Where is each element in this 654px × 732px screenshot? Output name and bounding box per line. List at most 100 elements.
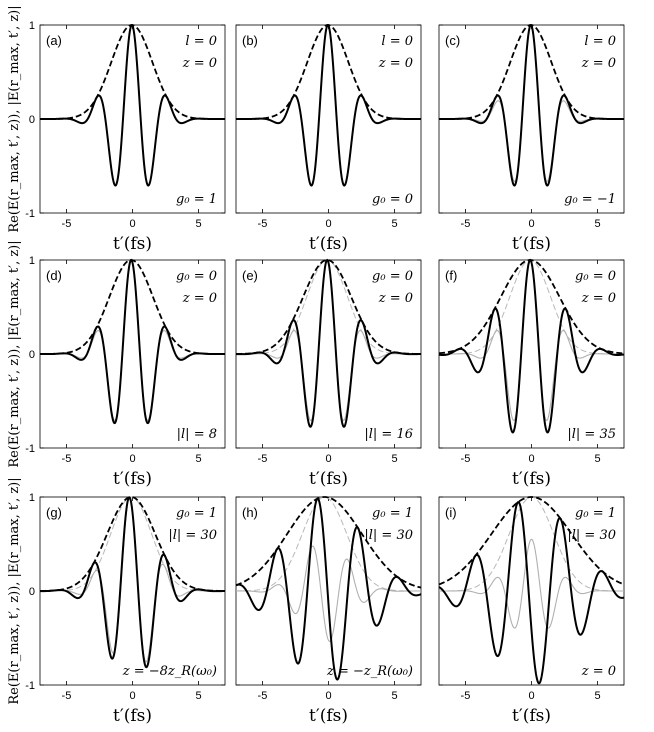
panel-e-anno-l: |l| = 16: [364, 427, 413, 442]
panel-a-anno-z: z = 0: [182, 56, 217, 71]
panel-d-anno-l: |l| = 8: [177, 427, 217, 442]
panel-d-xtick-label: -5: [62, 453, 72, 465]
panel-d-anno-z: z = 0: [182, 291, 217, 306]
panel-d-anno-g0: g₀ = 0: [176, 269, 217, 284]
panel-f-xlabel: t′(fs): [512, 469, 551, 489]
panel-e-anno-g0: g₀ = 0: [372, 269, 413, 284]
panel-i-envelope-series: [438, 496, 625, 586]
panel-b-anno-l: l = 0: [381, 34, 413, 49]
panel-c-anno-z: z = 0: [581, 56, 616, 71]
panel-b-xtick-label: 0: [325, 218, 331, 230]
panel-d-xlabel: t′(fs): [113, 469, 152, 489]
panel-g-xlabel: t′(fs): [113, 706, 152, 726]
panel-f-xtick-label: 0: [528, 453, 534, 465]
ylabel-row-3: Re(E(r_max, t′, z)), |E(r_max, t′, z)|: [7, 477, 22, 704]
panel-e-xtick-label: 0: [325, 453, 331, 465]
panel-f-envelope-series: [438, 259, 625, 355]
panel-e-xtick-label: 5: [392, 453, 398, 465]
ylabel-row-2: Re(E(r_max, t′, z)), |E(r_max, t′, z)|: [7, 240, 22, 467]
ylabel-row-1: Re(E(r_max, t′, z)), |E(r_max, t′, z)|: [7, 5, 22, 232]
panel-d-real-field-series: [39, 258, 225, 425]
panel-g-real-field-series: [40, 496, 225, 669]
panel-c-anno-g0: g₀ = −1: [564, 192, 616, 207]
panel-b-anno-z: z = 0: [378, 56, 413, 71]
panel-i-anno-g0: g₀ = 1: [575, 506, 616, 521]
panel-h-anno-z: z = −z_R(ω₀): [326, 664, 413, 679]
panel-i-xtick-label: 5: [595, 690, 601, 702]
panel-a-real-field-series: [40, 24, 225, 187]
panel-d-xtick-label: 5: [196, 453, 202, 465]
panel-c-label: (c): [445, 33, 460, 48]
panel-c-xtick-label: 0: [528, 218, 534, 230]
panel-b-xtick-label: 5: [392, 218, 398, 230]
panel-f-anno-g0: g₀ = 0: [575, 269, 616, 284]
panel-g-anno-g0: g₀ = 1: [176, 506, 217, 521]
panel-f-real-field-series: [438, 258, 625, 434]
panel-i-label: (i): [445, 505, 457, 520]
panel-e-real-field-series: [235, 258, 421, 428]
panel-a-label: (a): [46, 33, 62, 48]
panel-i-xlabel: t′(fs): [512, 706, 551, 726]
panel-h-label: (h): [242, 505, 258, 520]
panel-f-label: (f): [445, 268, 457, 283]
panel-b-envelope-series: [236, 24, 421, 120]
panel-g-anno-z: z = −8z_R(ω₀): [122, 664, 217, 679]
panel-i-xtick-label: 0: [528, 690, 534, 702]
panel-d-reference-series: [40, 259, 225, 422]
panel-d-label: (d): [46, 268, 62, 283]
panel-g-ytick-label: -1: [25, 680, 35, 692]
panel-a-reference-series: [40, 24, 225, 187]
panel-f-xtick-label: 5: [595, 453, 601, 465]
panel-g-ytick-label: 1: [29, 492, 35, 504]
panel-b-real-field-series: [236, 24, 421, 187]
panel-d-xtick-label: 0: [129, 453, 135, 465]
panel-a-xtick-label: -5: [62, 218, 72, 230]
panel-g-ytick-label: 0: [29, 586, 35, 598]
panel-f-reference-series: [439, 259, 624, 422]
panel-c-envelope-series: [439, 24, 624, 120]
panel-a-ytick-label: -1: [25, 208, 35, 220]
panel-c-xlabel: t′(fs): [512, 234, 551, 254]
panel-b-anno-g0: g₀ = 0: [372, 192, 413, 207]
panel-b-label: (b): [242, 33, 258, 48]
panel-h-xtick-label: 5: [392, 690, 398, 702]
panel-a-anno-l: l = 0: [185, 34, 217, 49]
panel-f-xtick-label: -5: [461, 453, 471, 465]
panel-e-envelope-series: [235, 259, 421, 355]
panel-i-anno-z: z = 0: [581, 664, 616, 679]
panel-f-anno-l: |l| = 35: [567, 427, 616, 442]
panel-i-xtick-label: -5: [461, 690, 471, 702]
panel-c-real-field-series: [439, 24, 624, 187]
panel-h-real-field-series: [235, 497, 422, 681]
panel-h-anno-g0: g₀ = 1: [372, 506, 413, 521]
panel-b-reference-series: [236, 24, 421, 187]
panel-e-xlabel: t′(fs): [309, 469, 348, 489]
panel-a-xlabel: t′(fs): [113, 234, 152, 254]
panel-d-ytick-label: -1: [25, 443, 35, 455]
panel-e-xtick-label: -5: [258, 453, 268, 465]
panel-g-xtick-label: -5: [62, 690, 72, 702]
panel-a-ytick-label: 1: [29, 20, 35, 32]
panel-h-xtick-label: 0: [325, 690, 331, 702]
panel-c-xtick-label: 5: [595, 218, 601, 230]
panel-d-ytick-label: 0: [29, 349, 35, 361]
panel-h-anno-l: |l| = 30: [364, 528, 413, 543]
panel-a-envelope-series: [40, 24, 225, 120]
panel-g-xtick-label: 0: [129, 690, 135, 702]
panel-g-anno-l: |l| = 30: [168, 528, 217, 543]
panel-a-anno-g0: g₀ = 1: [176, 192, 217, 207]
panel-d-envelope-series: [40, 259, 225, 355]
panel-c-xtick-label: -5: [461, 218, 471, 230]
panel-i-real-field-series: [438, 500, 625, 685]
panel-h-envelope-series: [235, 496, 422, 589]
panel-d-ytick-label: 1: [29, 255, 35, 267]
panel-a-ytick-label: 0: [29, 114, 35, 126]
panel-g-xtick-label: 5: [196, 690, 202, 702]
panel-i-anno-l: |l| = 30: [567, 528, 616, 543]
panel-e-reference-series: [236, 259, 421, 422]
panel-f-anno-z: z = 0: [581, 291, 616, 306]
panel-g-label: (g): [46, 505, 62, 520]
panel-c-anno-l: l = 0: [584, 34, 616, 49]
panel-e-anno-z: z = 0: [378, 291, 413, 306]
